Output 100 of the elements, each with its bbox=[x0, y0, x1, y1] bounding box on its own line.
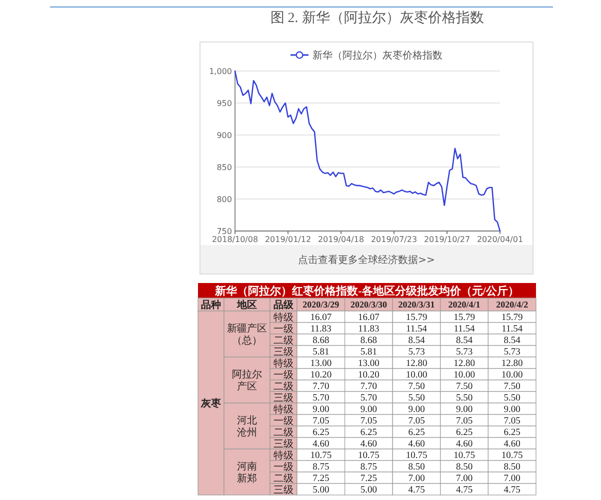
data-label: 6.25 bbox=[360, 428, 378, 438]
y-tick-label: 750 bbox=[216, 226, 232, 236]
data-label: 9.00 bbox=[360, 405, 378, 416]
data-label: 8.75 bbox=[360, 462, 378, 473]
data-label: 8.68 bbox=[360, 336, 378, 346]
y-tick-label: 二级 bbox=[274, 380, 294, 392]
data-label: 5.50 bbox=[408, 394, 426, 404]
text: 点击查看更多全球经济数据>> bbox=[298, 254, 435, 266]
text: 河北沧州 bbox=[237, 414, 257, 439]
data-label: 5.73 bbox=[504, 348, 521, 358]
legend-label: 新华（阿拉尔）灰枣价格指数 bbox=[312, 50, 442, 62]
data-label: 4.75 bbox=[408, 486, 426, 496]
x-tick-label: 2019/07/23 bbox=[370, 235, 418, 244]
data-label: 8.54 bbox=[504, 336, 521, 346]
x-tick-label: 2020/4/1 bbox=[448, 300, 481, 310]
data-label: 7.50 bbox=[456, 382, 473, 392]
x-tick-label: 2019/10/27 bbox=[424, 235, 470, 244]
data-label: 5.50 bbox=[456, 394, 473, 404]
data-label: 5.73 bbox=[456, 348, 473, 358]
data-label: 10.20 bbox=[358, 370, 380, 381]
data-label: 4.60 bbox=[456, 440, 473, 450]
data-label: 5.73 bbox=[408, 348, 426, 358]
data-label: 12.80 bbox=[406, 359, 428, 370]
data-label: 10.00 bbox=[406, 370, 428, 381]
data-label: 11.54 bbox=[454, 324, 476, 335]
data-label: 9.00 bbox=[408, 405, 426, 416]
data-label: 7.25 bbox=[360, 474, 378, 484]
data-label: 11.54 bbox=[502, 324, 523, 335]
data-label: 7.05 bbox=[360, 416, 378, 427]
y-tick-label: 一级 bbox=[274, 414, 294, 427]
data-label: 4.60 bbox=[504, 440, 521, 450]
y-tick-label: 900 bbox=[216, 130, 232, 140]
y-tick-label: 950 bbox=[216, 98, 232, 108]
data-label: 7.00 bbox=[456, 474, 473, 484]
y-tick-label: 特级 bbox=[274, 403, 294, 416]
y-tick-label: 850 bbox=[216, 162, 232, 172]
data-label: 10.75 bbox=[358, 451, 380, 462]
data-label: 8.50 bbox=[504, 462, 521, 473]
x-tick-label: 2020/04/01 bbox=[476, 235, 524, 244]
data-label: 5.70 bbox=[312, 394, 330, 404]
y-tick-label: 特级 bbox=[274, 449, 294, 462]
data-label: 10.20 bbox=[310, 370, 332, 381]
data-label: 8.54 bbox=[456, 336, 473, 346]
data-label: 7.00 bbox=[408, 474, 426, 484]
y-tick-label: 800 bbox=[216, 194, 232, 204]
data-label: 10.75 bbox=[454, 451, 476, 462]
data-label: 11.54 bbox=[406, 324, 428, 335]
text: 新疆产区（总） bbox=[227, 322, 267, 347]
x-tick-label: 2020/3/31 bbox=[398, 300, 436, 310]
text: 灰枣 bbox=[200, 398, 221, 410]
data-label: 5.81 bbox=[360, 348, 378, 358]
data-label: 5.00 bbox=[360, 486, 378, 496]
data-label: 6.25 bbox=[456, 428, 473, 438]
data-label: 8.54 bbox=[408, 336, 426, 346]
data-label: 6.25 bbox=[504, 428, 521, 438]
y-tick-label: 二级 bbox=[274, 334, 294, 346]
data-label: 6.25 bbox=[312, 428, 330, 438]
y-tick-label: 一级 bbox=[274, 368, 294, 381]
data-label: 13.00 bbox=[310, 359, 332, 370]
data-label: 7.05 bbox=[504, 416, 521, 427]
data-label: 4.60 bbox=[360, 440, 378, 450]
data-label: 8.50 bbox=[408, 462, 426, 473]
data-label: 13.00 bbox=[358, 359, 380, 370]
data-label: 10.75 bbox=[406, 451, 428, 462]
data-label: 7.05 bbox=[456, 416, 473, 427]
data-label: 15.79 bbox=[501, 313, 524, 324]
data-label: 16.07 bbox=[358, 313, 380, 324]
data-label: 10.00 bbox=[454, 370, 476, 381]
data-label: 10.75 bbox=[501, 451, 524, 462]
y-tick-label: 二级 bbox=[274, 426, 294, 438]
y-tick-label: 1,000 bbox=[209, 66, 232, 76]
data-label: 7.50 bbox=[408, 382, 426, 392]
data-label: 6.25 bbox=[408, 428, 426, 438]
data-label: 7.00 bbox=[504, 474, 521, 484]
data-label: 12.80 bbox=[501, 359, 524, 370]
x-tick-label: 2020/4/2 bbox=[496, 300, 529, 310]
data-label: 10.00 bbox=[501, 370, 524, 381]
chart-title: 图 2. 新华（阿拉尔）灰枣价格指数 bbox=[270, 10, 484, 26]
data-label: 8.68 bbox=[312, 336, 330, 346]
y-tick-label: 三级 bbox=[274, 392, 294, 404]
y-tick-label: 三级 bbox=[274, 484, 294, 496]
data-label: 9.00 bbox=[504, 405, 521, 416]
line-series bbox=[234, 70, 501, 232]
data-label: 15.79 bbox=[454, 313, 476, 324]
data-label: 12.80 bbox=[454, 359, 476, 370]
y-tick-label: 二级 bbox=[274, 472, 294, 484]
x-tick-label: 2019/01/12 bbox=[264, 235, 312, 244]
text: 河南新郑 bbox=[237, 460, 257, 485]
text: 地区 bbox=[236, 299, 257, 312]
data-label: 7.05 bbox=[312, 416, 330, 427]
data-label: 8.75 bbox=[312, 462, 330, 473]
data-label: 15.79 bbox=[406, 313, 428, 324]
data-label: 4.60 bbox=[408, 440, 426, 450]
text: 阿拉尔产区 bbox=[232, 368, 262, 393]
data-label: 16.07 bbox=[310, 313, 332, 324]
data-label: 9.00 bbox=[312, 405, 330, 416]
x-tick-label: 2019/04/18 bbox=[318, 235, 364, 244]
data-label: 9.00 bbox=[456, 405, 473, 416]
data-label: 8.50 bbox=[456, 462, 473, 473]
data-label: 7.70 bbox=[312, 382, 330, 392]
